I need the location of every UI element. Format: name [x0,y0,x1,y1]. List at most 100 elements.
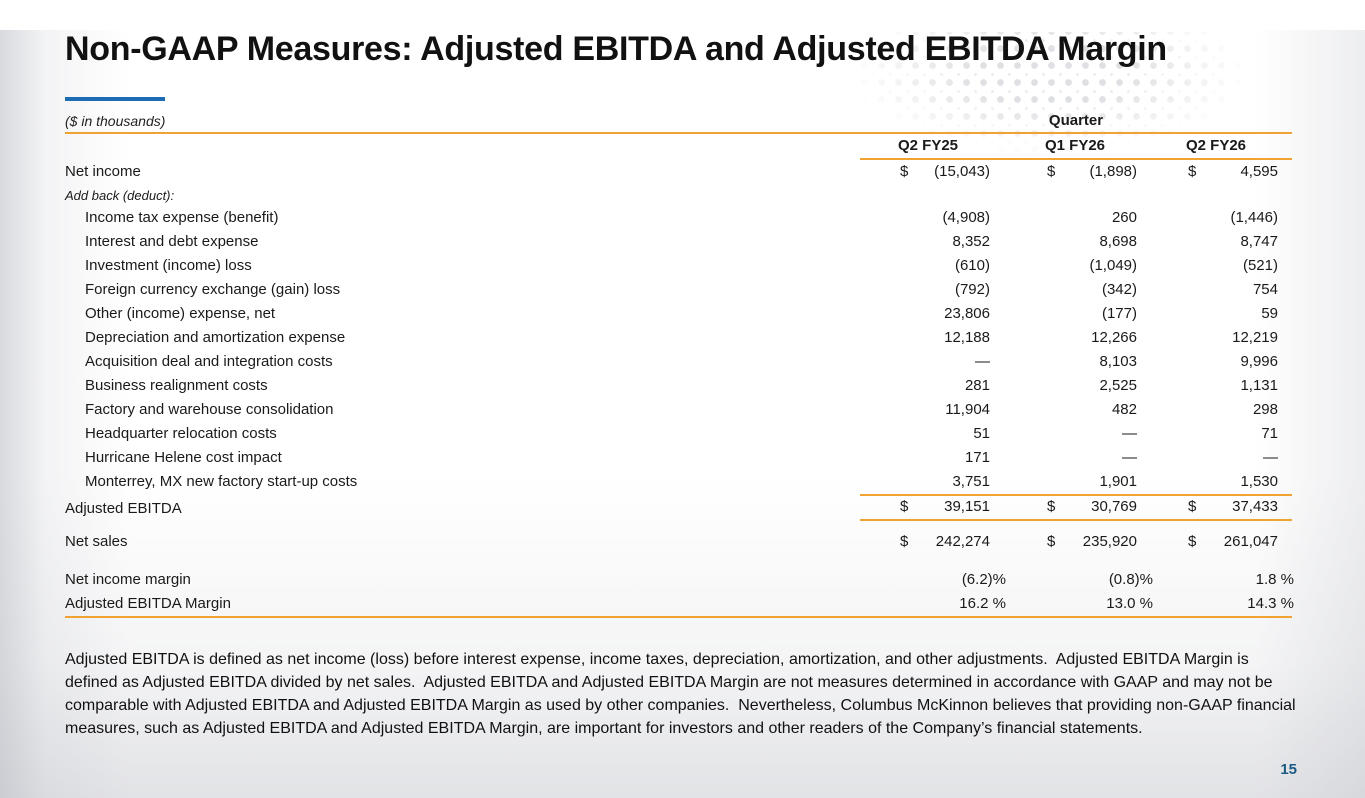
cell-value: 12,219 [1232,329,1278,346]
row-values: — 8,103 9,996 [860,350,1292,374]
row-label: Income tax expense (benefit) [85,209,279,226]
row-values: (792) (342) 754 [860,278,1292,302]
table-cell: 11,904 [860,398,990,422]
row-label: Net income [65,163,141,180]
table-cell: 298 [1148,398,1278,422]
table-row: Other (income) expense, net 23,806 (177)… [65,302,1292,326]
row-values: 8,352 8,698 8,747 [860,230,1292,254]
row-label: Factory and warehouse consolidation [85,401,334,418]
cell-value: (521) [1242,257,1278,274]
cell-value: (610) [954,257,990,274]
column-header-q2-fy26: Q2 FY26 [1186,137,1247,154]
table-cell: 754 [1148,278,1278,302]
cell-value: — [1122,449,1137,466]
cell-value: 23,806 [944,305,990,322]
table-row: Foreign currency exchange (gain) loss (7… [65,278,1292,302]
cell-value: 30,769 [1091,498,1137,515]
table-cell: 1,131 [1148,374,1278,398]
cell-value: — [1263,449,1278,466]
cell-value: (342) [1101,281,1137,298]
cell-value: (1,898) [1089,163,1137,180]
table-cell: 171 [860,446,990,470]
table-cell: 1,901 [1007,470,1137,494]
row-label: Foreign currency exchange (gain) loss [85,281,341,298]
column-header-q1-fy26: Q1 FY26 [1045,137,1106,154]
table-cell: $ 30,769 [1007,495,1137,519]
table-cell: (521) [1148,254,1278,278]
table-header-row: Q2 FY25 Q1 FY26 Q2 FY26 [65,134,1292,160]
row-values: $ (15,043) $ (1,898) $ 4,595 [860,160,1292,184]
cell-value: 242,274 [935,533,990,550]
cell-value: 16.2 % [959,595,1006,612]
table-cell: 8,747 [1148,230,1278,254]
table-cell: (4,908) [860,206,990,230]
table-cell: (1,446) [1148,206,1278,230]
cell-value: 754 [1252,281,1278,298]
table-cell: (0.8)% [1007,568,1153,592]
table-cell: 260 [1007,206,1137,230]
cell-value: 8,352 [952,233,990,250]
table-cell: 2,525 [1007,374,1137,398]
table-cell: 16.2 % [860,592,1006,616]
table-cell: (610) [860,254,990,278]
table-cell: $ 242,274 [860,530,990,554]
column-headers: Q2 FY25 Q1 FY26 Q2 FY26 [860,134,1292,160]
table-cell: 3,751 [860,470,990,494]
page-title: Non-GAAP Measures: Adjusted EBITDA and A… [65,30,1167,68]
cell-value: 1,901 [1099,473,1137,490]
row-values: $ 39,151 $ 30,769 $ 37,433 [860,494,1292,521]
dollar-sign: $ [1047,163,1056,180]
table-cell: (177) [1007,302,1137,326]
table-row: Income tax expense (benefit) (4,908) 260… [65,206,1292,230]
table-row: Net income $ (15,043) $ (1,898) $ 4,595 [65,160,1292,184]
cell-value: (0.8)% [1108,571,1153,588]
cell-value: 59 [1261,305,1278,322]
row-values: 11,904 482 298 [860,398,1292,422]
table-cell: $ (15,043) [860,160,990,184]
row-label: Adjusted EBITDA [65,500,182,517]
table-cell: — [1007,446,1137,470]
row-values: $ 242,274 $ 235,920 $ 261,047 [860,530,1292,554]
cell-value: 12,188 [944,329,990,346]
quarter-header-area: Quarter [860,110,1292,132]
row-label: Business realignment costs [85,377,268,394]
table-cell: — [1007,422,1137,446]
row-values: 23,806 (177) 59 [860,302,1292,326]
row-values: 51 — 71 [860,422,1292,446]
table-body: Net income $ (15,043) $ (1,898) $ 4,595 … [65,160,1294,618]
cell-value: (4,908) [942,209,990,226]
cell-value: (792) [954,281,990,298]
cell-value: 4,595 [1240,163,1278,180]
units-note: ($ in thousands) [65,113,166,129]
table-cell: (792) [860,278,990,302]
page-number: 15 [1280,761,1297,778]
table-cell: 51 [860,422,990,446]
row-values: 16.2 % 13.0 % 14.3 % [860,592,1294,616]
cell-value: 1.8 % [1255,571,1294,588]
row-values: 3,751 1,901 1,530 [860,470,1292,494]
cell-value: 281 [964,377,990,394]
table-cell: 1,530 [1148,470,1278,494]
dollar-sign: $ [900,533,909,550]
table-cell: 8,103 [1007,350,1137,374]
table-cell: 8,352 [860,230,990,254]
table-cell: $ 261,047 [1148,530,1278,554]
table-cell: 59 [1148,302,1278,326]
row-label: Add back (deduct): [65,188,175,203]
table-cell: 71 [1148,422,1278,446]
footnote: Adjusted EBITDA is defined as net income… [65,651,1301,737]
dollar-sign: $ [900,498,909,515]
table-cell: (1,049) [1007,254,1137,278]
table-row: Adjusted EBITDA Margin 16.2 % 13.0 % 14.… [65,592,1294,618]
row-label: Depreciation and amortization expense [85,329,346,346]
table-row: Adjusted EBITDA $ 39,151 $ 30,769 $ 37,4… [65,494,1292,521]
cell-value: 51 [973,425,990,442]
table-row: Business realignment costs 281 2,525 1,1… [65,374,1292,398]
table-row: Factory and warehouse consolidation 11,9… [65,398,1292,422]
row-label: Acquisition deal and integration costs [85,353,333,370]
dollar-sign: $ [1188,498,1197,515]
cell-value: 11,904 [945,401,990,418]
dollar-sign: $ [1047,533,1056,550]
cell-value: 37,433 [1232,498,1278,515]
cell-value: (15,043) [934,163,990,180]
